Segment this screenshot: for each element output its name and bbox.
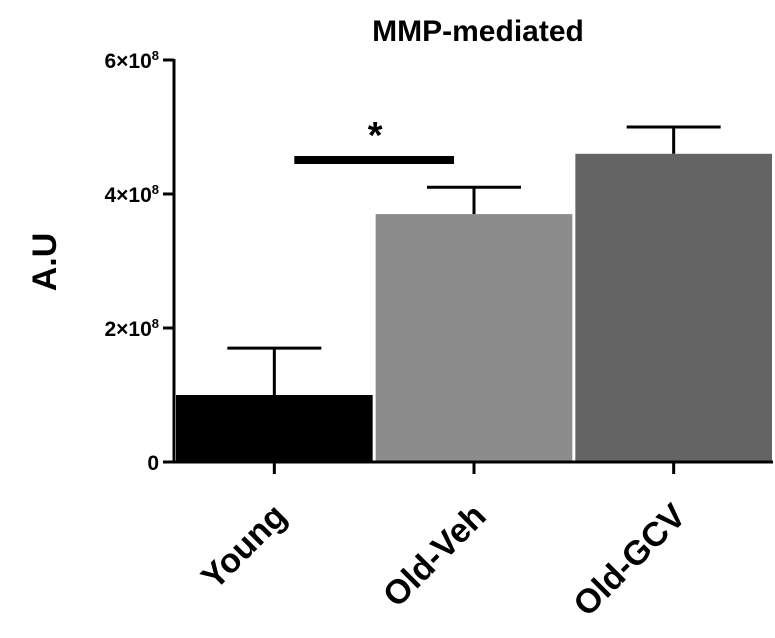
chart-title: MMP-mediated xyxy=(372,15,584,48)
bars-group xyxy=(176,153,772,463)
bar-old-gcv xyxy=(575,153,772,463)
error-bars-group xyxy=(227,125,721,395)
x-tick-label-young: Young xyxy=(194,497,294,597)
significance-marker: * xyxy=(368,115,383,157)
y-tick-label: 4×108 xyxy=(104,182,159,207)
bar-young xyxy=(176,395,373,462)
y-tick-label: 2×108 xyxy=(104,316,159,341)
x-tick-label-old-gcv: Old-GCV xyxy=(566,497,693,624)
y-tick-label: 6×108 xyxy=(104,48,159,73)
y-tick-label: 0 xyxy=(147,452,159,475)
y-axis-label: A.U xyxy=(26,233,64,292)
bar-old-veh xyxy=(375,214,573,462)
significance-group: * xyxy=(294,115,454,164)
x-tick-label-old-veh: Old-Veh xyxy=(376,497,494,615)
